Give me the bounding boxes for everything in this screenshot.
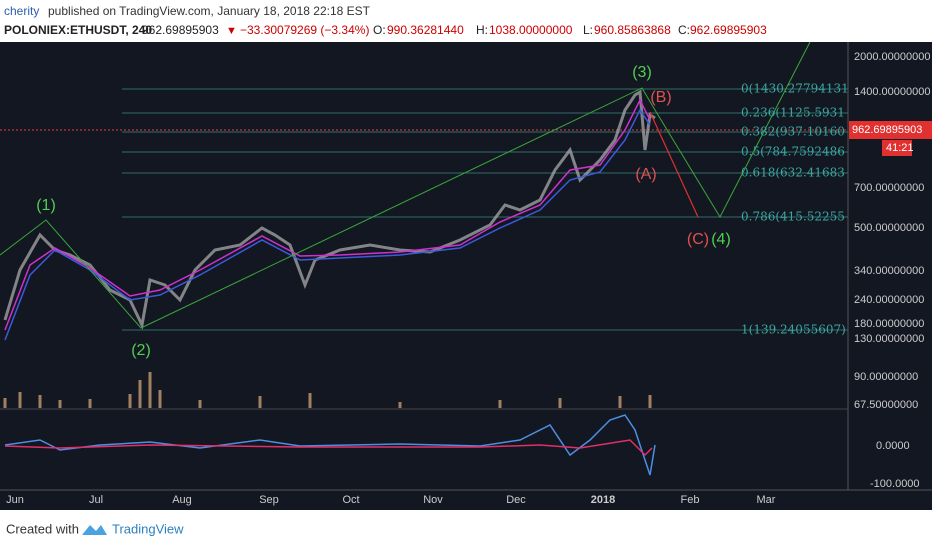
- price-tick: 500.00000000: [854, 222, 924, 234]
- wave-label: (1): [36, 197, 56, 214]
- time-tick: 2018: [591, 494, 615, 506]
- wave-labels: (1) (2) (3) (4) (A) (B) (C): [36, 64, 731, 359]
- time-tick: Jun: [6, 494, 24, 506]
- ohlc-value: 960.85863868: [594, 23, 671, 37]
- oscillator: [4, 414, 656, 476]
- ohlc-value: 990.36281440: [387, 23, 464, 37]
- ohlc-value: 962.69895903: [690, 23, 767, 37]
- time-axis: Jun Jul Aug Sep Oct Nov Dec 2018 Feb Mar: [6, 494, 776, 506]
- wave-label: (C): [687, 231, 709, 248]
- footer-bg: [0, 510, 932, 550]
- fib-label: 0.382(937.10160: [741, 125, 845, 139]
- ohlc-value: 1038.00000000: [489, 23, 573, 37]
- time-tick: Aug: [172, 494, 192, 506]
- chart-bg: [0, 42, 932, 510]
- time-tick: Feb: [681, 494, 700, 506]
- wave-label: (4): [711, 231, 731, 248]
- time-tick: Dec: [506, 494, 526, 506]
- current-price: 962.69895903: [852, 124, 922, 136]
- fib-label: 0(1430.27794131: [741, 82, 849, 96]
- down-arrow: ▼: [226, 25, 237, 37]
- fib-label: 1(139.24055607): [741, 323, 846, 337]
- fib-labels: 0(1430.27794131 0.236(1125.5931 0.382(93…: [741, 82, 849, 337]
- time-tick: Mar: [757, 494, 776, 506]
- symbol: POLONIEX:ETHUSDT, 240: [4, 23, 152, 37]
- fib-label: 0.236(1125.5931: [741, 106, 845, 120]
- time-tick: Nov: [423, 494, 443, 506]
- countdown: 41:21: [886, 142, 914, 154]
- time-tick: Jul: [89, 494, 103, 506]
- fib-lines: [122, 88, 848, 331]
- published: published on TradingView.com, January 18…: [48, 4, 371, 18]
- fib-label: 0.5(784.7592486: [741, 145, 845, 159]
- created-with: Created with: [6, 521, 79, 536]
- brand[interactable]: TradingView: [112, 521, 184, 536]
- price-tick: 240.00000000: [854, 294, 924, 306]
- countdown-box: [882, 140, 912, 156]
- ohlc-label: L:: [583, 23, 593, 37]
- price-tick: 340.00000000: [854, 265, 924, 277]
- price-tick: 180.00000000: [854, 318, 924, 330]
- osc-tick: 0.0000: [876, 440, 910, 452]
- price-tick: 90.00000000: [854, 371, 918, 383]
- change: −33.30079269 (−3.34%): [240, 23, 369, 37]
- ohlc-label: O:: [373, 23, 386, 37]
- abc-line: [649, 111, 699, 218]
- wave-label: (2): [131, 342, 151, 359]
- price-tick: 130.00000000: [854, 333, 924, 345]
- time-tick: Sep: [259, 494, 279, 506]
- wave-label: (A): [635, 166, 656, 183]
- current-price-box: [849, 121, 932, 139]
- price-tick: 2000.00000000: [854, 51, 930, 63]
- price-tick: 700.00000000: [854, 182, 924, 194]
- last-price: 962.69895903: [142, 23, 219, 37]
- tv-logo: [82, 525, 107, 535]
- ohlc-label: C:: [678, 23, 690, 37]
- author[interactable]: cherity: [4, 4, 39, 18]
- osc-tick: -100.0000: [870, 478, 920, 490]
- price-axis: 2000.00000000 1400.00000000 700.00000000…: [849, 51, 932, 490]
- wave-lines: [0, 41, 811, 329]
- fib-label: 0.786(415.52255: [741, 210, 845, 224]
- oscillator-signal: [4, 439, 653, 457]
- wave-label: (B): [650, 89, 671, 106]
- time-tick: Oct: [342, 494, 359, 506]
- volume: [3, 372, 652, 408]
- header-bg: [0, 0, 932, 42]
- fib-label: 0.618(632.41683: [741, 166, 845, 180]
- wave-label: (3): [632, 64, 652, 81]
- ohlc: O: 990.36281440 H: 1038.00000000 L: 960.…: [373, 23, 767, 37]
- ema-magenta: [4, 98, 651, 331]
- price-tick: 1400.00000000: [854, 86, 930, 98]
- price-tick: 67.50000000: [854, 399, 918, 411]
- ohlc-label: H:: [476, 23, 488, 37]
